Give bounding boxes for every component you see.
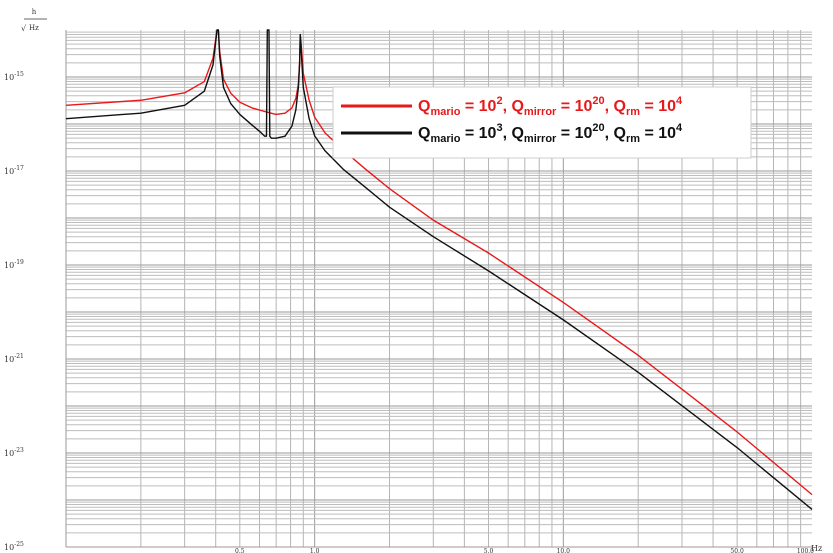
series-line-2 xyxy=(65,29,813,510)
axes xyxy=(65,30,812,548)
x-tick-labels: 0.5 1.0 5.0 10.0 50.0 100.0 xyxy=(235,548,814,553)
y-tick-label: 10-25 xyxy=(4,541,24,552)
y-tick-label: 10-19 xyxy=(4,259,24,270)
y-tick-label: 10-15 xyxy=(4,71,24,82)
x-tick-label: 5.0 xyxy=(484,548,494,553)
y-axis-label: h √ Hz xyxy=(21,8,47,33)
legend: Qmario = 102, Qmirror = 1020, Qrm = 104 Q… xyxy=(332,86,752,159)
x-tick-label: 100.0 xyxy=(797,548,814,553)
grid-lines xyxy=(65,30,812,548)
y-tick-labels: 10-15 10-17 10-19 10-21 10-23 10-25 xyxy=(4,71,24,552)
y-tick-label: 10-17 xyxy=(4,165,24,176)
legend-box xyxy=(332,86,752,159)
x-tick-label: 50.0 xyxy=(730,548,744,553)
legend-entry-1: Qmario = 102, Qmirror = 1020, Qrm = 104 xyxy=(418,95,683,118)
sqrt-symbol: √ xyxy=(21,24,27,33)
legend-entry-2: Qmario = 103, Qmirror = 1020, Qrm = 104 xyxy=(418,122,683,145)
y-tick-label: 10-21 xyxy=(4,353,24,364)
x-tick-label: 10.0 xyxy=(557,548,571,553)
y-axis-label-denominator: Hz xyxy=(29,24,39,32)
y-axis-label-numerator: h xyxy=(32,8,37,16)
x-axis-label: Hz xyxy=(811,544,822,553)
series-lines xyxy=(65,29,813,510)
x-tick-label: 0.5 xyxy=(235,548,245,553)
x-tick-label: 1.0 xyxy=(310,548,320,553)
y-tick-label: 10-23 xyxy=(4,447,24,458)
